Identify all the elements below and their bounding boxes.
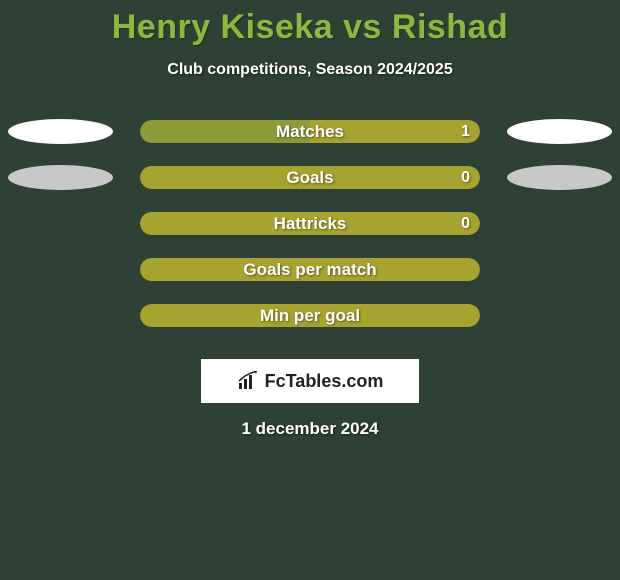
page-title: Henry Kiseka vs Rishad	[0, 0, 620, 47]
stat-value-right: 0	[461, 166, 470, 189]
stat-row: Hattricks0	[0, 205, 620, 251]
stat-label: Matches	[140, 120, 480, 143]
stat-bar: Hattricks0	[140, 212, 480, 235]
player-left-marker	[8, 119, 113, 144]
stat-bar: Min per goal	[140, 304, 480, 327]
player-right-marker	[507, 119, 612, 144]
player-right-marker	[507, 165, 612, 190]
stat-label: Goals	[140, 166, 480, 189]
stat-label: Hattricks	[140, 212, 480, 235]
stat-row: Goals per match	[0, 251, 620, 297]
date-label: 1 december 2024	[0, 419, 620, 439]
logo-box[interactable]: FcTables.com	[201, 359, 419, 403]
comparison-chart: Matches1Goals0Hattricks0Goals per matchM…	[0, 113, 620, 343]
stat-row: Min per goal	[0, 297, 620, 343]
player-left-marker	[8, 165, 113, 190]
stat-bar: Goals per match	[140, 258, 480, 281]
stat-row: Goals0	[0, 159, 620, 205]
page-subtitle: Club competitions, Season 2024/2025	[0, 61, 620, 79]
stat-row: Matches1	[0, 113, 620, 159]
stat-label: Goals per match	[140, 258, 480, 281]
logo-text: FcTables.com	[265, 371, 384, 392]
stat-bar: Goals0	[140, 166, 480, 189]
chart-icon	[237, 371, 261, 391]
stat-value-right: 1	[461, 120, 470, 143]
stat-value-right: 0	[461, 212, 470, 235]
stat-label: Min per goal	[140, 304, 480, 327]
stat-bar: Matches1	[140, 120, 480, 143]
